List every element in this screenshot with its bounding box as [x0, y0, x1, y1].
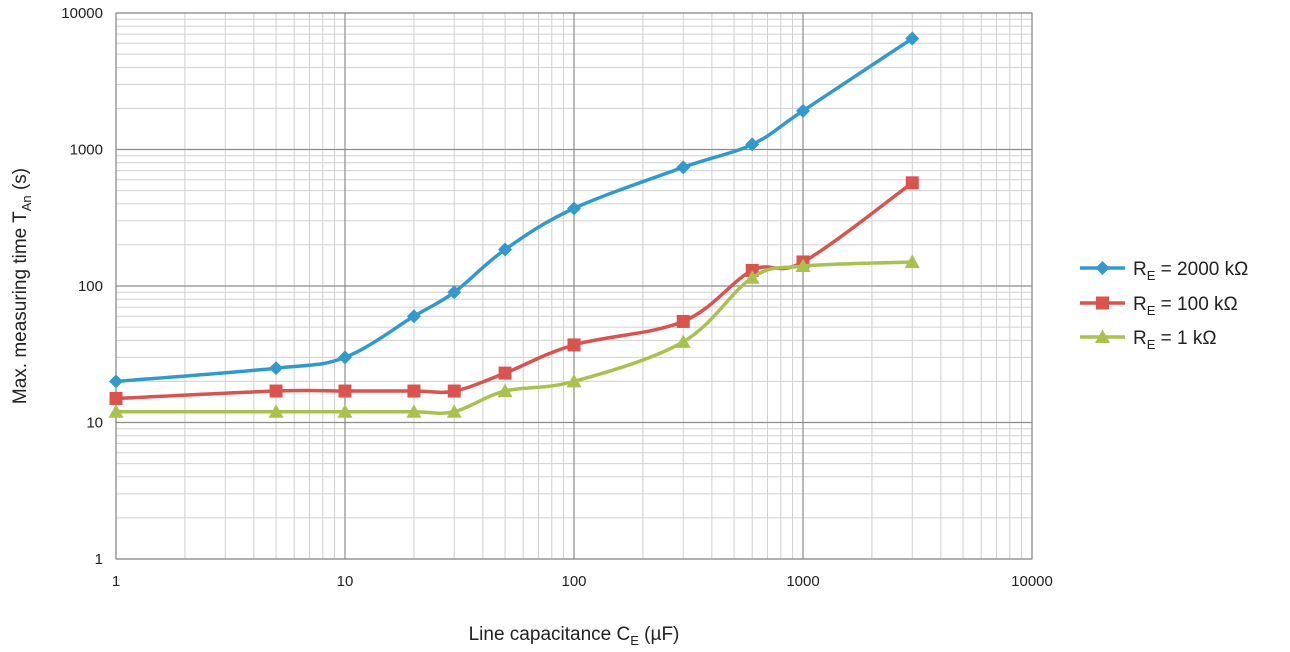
data-point	[406, 309, 421, 324]
data-point	[675, 334, 691, 348]
legend-entry: RE = 1 kΩ	[1080, 328, 1217, 352]
data-point	[446, 404, 462, 418]
data-point	[905, 176, 919, 190]
x-tick-label: 10	[337, 573, 354, 590]
data-point	[567, 338, 581, 352]
legend: RE = 2000 kΩ RE = 100 kΩ RE = 1 kΩ	[1080, 259, 1248, 352]
legend-entry: RE = 100 kΩ	[1080, 294, 1238, 318]
x-tick-label: 10000	[1011, 573, 1053, 590]
data-point	[904, 254, 920, 268]
data-point	[497, 383, 513, 398]
plot-area	[115, 12, 1033, 560]
y-tick-label: 10	[86, 415, 103, 432]
data-point	[676, 314, 690, 328]
data-point	[566, 373, 582, 388]
data-point	[447, 384, 461, 398]
data-point	[744, 270, 760, 284]
data-point	[567, 201, 581, 216]
legend-label: RE = 1 kΩ	[1133, 328, 1217, 352]
data-point	[269, 384, 283, 398]
data-point	[108, 404, 124, 418]
series-layer	[108, 31, 920, 418]
y-axis-title: Max. measuring time TAn (s)	[10, 168, 34, 404]
data-point	[745, 137, 760, 152]
data-point	[269, 361, 284, 376]
data-point	[338, 384, 352, 398]
data-point	[109, 374, 123, 389]
legend-label: RE = 100 kΩ	[1133, 294, 1238, 318]
data-point	[109, 391, 123, 405]
legend-swatch-marker	[1096, 296, 1109, 310]
data-point	[795, 258, 811, 273]
series-1	[109, 31, 920, 389]
y-tick-label: 100	[78, 278, 103, 295]
data-point	[407, 384, 421, 398]
data-point	[268, 404, 284, 418]
x-tick-label: 1000	[786, 573, 819, 590]
y-tick-label: 10000	[61, 5, 103, 22]
data-point	[796, 103, 810, 118]
data-point	[337, 404, 353, 418]
series-3	[108, 254, 920, 418]
data-point	[338, 350, 352, 365]
legend-swatch-marker	[1095, 261, 1110, 275]
x-tick-label: 1	[112, 573, 120, 590]
y-tick-label: 1000	[70, 142, 103, 159]
legend-label: RE = 2000 kΩ	[1133, 259, 1248, 283]
data-point	[676, 160, 691, 175]
x-axis-ticks: 1 10 100 1000 10000	[112, 573, 1053, 590]
x-axis-title: Line capacitance CE (µF)	[469, 624, 680, 648]
data-point	[905, 31, 920, 46]
x-tick-label: 100	[561, 573, 586, 590]
data-point	[406, 404, 422, 418]
data-point	[498, 366, 512, 380]
data-point	[447, 285, 462, 300]
legend-swatch-marker	[1095, 329, 1110, 343]
data-point	[498, 242, 513, 257]
legend-entry: RE = 2000 kΩ	[1080, 259, 1248, 283]
y-tick-label: 1	[95, 551, 103, 568]
y-axis-ticks: 1 10 100 1000 10000	[61, 5, 103, 568]
